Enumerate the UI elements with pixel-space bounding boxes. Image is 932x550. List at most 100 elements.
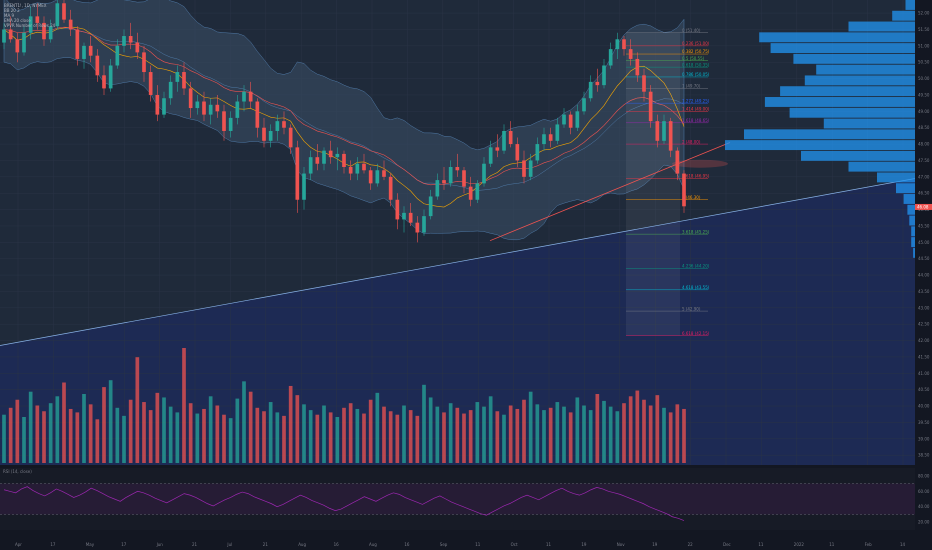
- time-tick-label: Apr: [15, 542, 22, 547]
- candle-body: [348, 167, 353, 174]
- candle-body: [542, 134, 546, 145]
- fib-level-label: 0 (51.40): [682, 28, 701, 33]
- fib-level-label: 1.618 (48.65): [682, 118, 710, 123]
- volume-bar: [548, 407, 553, 463]
- volume-bar: [302, 404, 306, 463]
- candle-body: [68, 19, 73, 30]
- fib-level-label: 3 (46.30): [682, 195, 701, 200]
- candle-body: [368, 170, 373, 184]
- candle-body: [315, 157, 320, 164]
- volume-bar: [228, 418, 233, 463]
- time-tick-label: Dec: [723, 542, 731, 547]
- price-tick-label: 48.50: [918, 125, 930, 130]
- time-tick-label: 16: [334, 542, 340, 547]
- candle-body: [268, 130, 273, 141]
- price-axis-bg: [915, 0, 932, 550]
- price-tick-label: 47.50: [918, 158, 930, 163]
- volume-profile-bar: [725, 140, 915, 151]
- indicator-line-2[interactable]: MA 9: [4, 13, 15, 18]
- volume-bar: [468, 410, 473, 463]
- volume-bar: [595, 394, 600, 463]
- indicator-line-1[interactable]: BB 20 2: [4, 8, 20, 13]
- volume-bar: [35, 405, 40, 463]
- indicator-line-3[interactable]: EMA 20 close: [4, 18, 31, 23]
- volume-bar: [528, 391, 533, 463]
- volume-bar: [635, 390, 640, 463]
- volume-bar: [522, 399, 526, 463]
- indicator-line-4[interactable]: VPVR Number of Rows 24: [4, 23, 56, 28]
- rsi-tick-label: 20.00: [918, 520, 930, 525]
- rsi-label: RSI (14, close): [3, 469, 32, 474]
- candle-body: [535, 144, 540, 161]
- volume-bar: [542, 410, 546, 463]
- time-tick-label: 11: [829, 542, 835, 547]
- volume-bar: [482, 406, 486, 463]
- volume-bar: [148, 410, 153, 463]
- price-tick-label: 52.00: [918, 11, 930, 16]
- volume-bar: [515, 408, 520, 463]
- candles: [2, 0, 686, 243]
- time-tick-label: 21: [192, 542, 198, 547]
- candle-body: [322, 150, 326, 164]
- price-tick-label: 41.00: [918, 371, 930, 376]
- time-tick-label: 11: [475, 542, 481, 547]
- time-tick-label: Nov: [617, 542, 625, 547]
- volume-bar: [268, 402, 273, 463]
- time-tick-label: 17: [50, 542, 56, 547]
- volume-bar: [315, 414, 320, 463]
- price-tick-label: 42.50: [918, 322, 930, 327]
- volume-bar: [235, 398, 240, 463]
- price-tick-label: 44.00: [918, 273, 930, 278]
- volume-bar: [102, 387, 106, 463]
- price-tick-label: 40.50: [918, 387, 930, 392]
- volume-bar: [488, 396, 493, 463]
- volume-bar: [435, 406, 440, 463]
- price-tick-label: 43.00: [918, 305, 930, 310]
- support-line: [0, 178, 916, 346]
- candle-body: [342, 153, 346, 168]
- volume-bar: [55, 396, 60, 463]
- candle-body: [182, 72, 186, 89]
- volume-bar: [288, 385, 293, 463]
- volume-bar: [355, 408, 360, 463]
- volume-bar: [222, 414, 226, 463]
- volume-bar: [362, 413, 366, 463]
- price-tick-label: 46.50: [918, 191, 930, 196]
- time-tick-label: 11: [758, 542, 764, 547]
- volume-bar: [402, 405, 406, 463]
- candle-body: [408, 212, 413, 223]
- candle-body: [255, 101, 260, 128]
- candle-body: [102, 75, 106, 89]
- candle-body: [648, 91, 653, 122]
- volume-bar: [335, 417, 340, 463]
- symbol-line[interactable]: BRENT1!, 1D, NYMEX: [4, 3, 47, 8]
- time-tick-label: 11: [546, 542, 552, 547]
- candle-body: [328, 150, 333, 158]
- candle-body: [588, 81, 593, 99]
- candle-body: [455, 167, 460, 171]
- fib-level-label: 0.382 (50.75): [682, 49, 710, 54]
- volume-bar: [408, 410, 413, 463]
- volume-bar: [382, 406, 386, 463]
- candle-body: [135, 42, 140, 53]
- fib-zone: [626, 32, 680, 336]
- volume-bar: [115, 407, 120, 463]
- volume-profile-bar: [907, 204, 915, 215]
- price-tick-label: 38.50: [918, 453, 930, 458]
- candle-body: [622, 39, 626, 50]
- volume-bar: [162, 397, 166, 463]
- candle-body: [475, 183, 480, 200]
- candle-body: [662, 121, 666, 141]
- candle-body: [208, 104, 213, 115]
- time-tick-label: Sep: [440, 542, 448, 547]
- candle-body: [142, 52, 146, 73]
- rsi-band: [0, 483, 915, 515]
- candle-body: [515, 144, 520, 161]
- volume-profile-bar: [911, 237, 915, 248]
- time-tick-label: 19: [581, 542, 587, 547]
- fib-level-label: 5 (42.90): [682, 306, 701, 311]
- volume-bar: [642, 399, 646, 463]
- volume-bar: [182, 348, 186, 463]
